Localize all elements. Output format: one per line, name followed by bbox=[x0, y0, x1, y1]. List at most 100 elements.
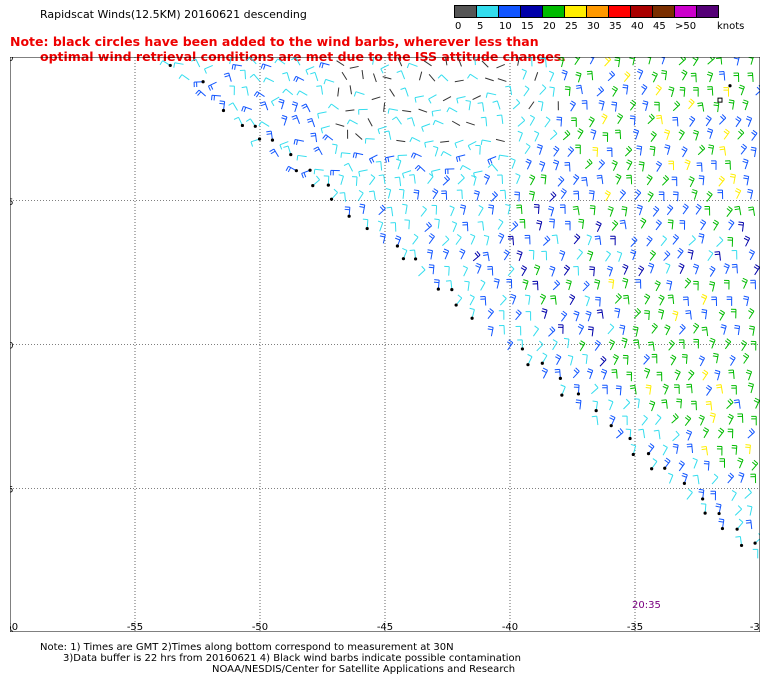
barb-shaft bbox=[503, 252, 510, 261]
barb-flag bbox=[750, 428, 755, 433]
wind-barb bbox=[395, 235, 402, 248]
barb-flag bbox=[517, 250, 523, 253]
barb-flag bbox=[624, 73, 629, 78]
barb-flag bbox=[664, 252, 669, 257]
barb-shaft bbox=[723, 71, 726, 81]
wind-barb bbox=[409, 249, 418, 261]
barb-shaft bbox=[462, 165, 471, 171]
wind-barb bbox=[633, 307, 641, 319]
barb-shaft bbox=[264, 101, 269, 111]
barb-shaft bbox=[709, 268, 716, 277]
barb-flag bbox=[427, 221, 432, 227]
barb-flag bbox=[674, 371, 680, 375]
barb-flag bbox=[614, 307, 620, 310]
wind-barb bbox=[698, 355, 706, 367]
wind-barb bbox=[695, 203, 702, 215]
barb-flag bbox=[195, 89, 200, 95]
wind-barb bbox=[641, 84, 648, 95]
barb-shaft bbox=[499, 235, 505, 244]
barb-shaft bbox=[691, 443, 694, 453]
wind-barb bbox=[581, 100, 588, 110]
wind-barb bbox=[231, 63, 242, 70]
barb-shaft bbox=[468, 141, 477, 147]
barb-flag bbox=[751, 131, 756, 136]
barb-flag bbox=[662, 444, 668, 448]
barb-flag bbox=[630, 443, 636, 447]
wind-barb bbox=[728, 99, 735, 110]
barb-flag bbox=[487, 163, 493, 168]
wind-barb bbox=[499, 294, 507, 306]
barb-flag bbox=[422, 205, 427, 210]
wind-barb bbox=[633, 339, 640, 349]
barb-flag bbox=[458, 156, 461, 162]
wind-barb bbox=[498, 154, 509, 161]
wind-barb bbox=[355, 133, 363, 140]
wind-barb bbox=[402, 170, 412, 179]
wind-barb bbox=[740, 143, 748, 155]
barb-flag bbox=[749, 325, 755, 328]
wind-barb bbox=[444, 265, 450, 276]
barb-flag bbox=[592, 400, 598, 403]
barb-flag bbox=[473, 172, 476, 178]
wind-barb bbox=[487, 325, 494, 337]
barb-shaft bbox=[512, 295, 517, 305]
barb-shaft bbox=[451, 120, 461, 127]
barb-shaft bbox=[286, 72, 291, 82]
barb-shaft bbox=[523, 88, 530, 97]
barb-flag bbox=[596, 221, 602, 225]
axis-ticks: -60-55-50-45-40-35-304035302520 bbox=[10, 57, 760, 632]
barb-shaft bbox=[499, 154, 509, 158]
wind-barb bbox=[379, 232, 386, 244]
wind-barb bbox=[755, 85, 760, 96]
barb-shaft bbox=[750, 384, 754, 394]
barb-flag bbox=[523, 279, 529, 282]
wind-barb bbox=[661, 70, 668, 81]
wind-barb bbox=[699, 219, 707, 231]
barb-flag bbox=[596, 339, 601, 344]
wind-barb bbox=[506, 339, 514, 351]
wind-barb bbox=[681, 69, 688, 81]
wind-barb bbox=[629, 57, 636, 66]
wind-barb bbox=[636, 204, 643, 216]
barb-shaft bbox=[395, 116, 402, 125]
wind-barb bbox=[711, 473, 719, 485]
barb-shaft bbox=[740, 474, 745, 483]
wind-barb bbox=[455, 233, 462, 245]
wind-barb bbox=[743, 352, 750, 364]
wind-barb bbox=[534, 72, 539, 81]
barb-flag bbox=[698, 357, 704, 361]
wind-barb bbox=[572, 367, 580, 379]
wind-barb bbox=[725, 160, 731, 170]
wind-barb bbox=[510, 157, 516, 169]
barb-shaft bbox=[501, 114, 504, 124]
barb-shaft bbox=[397, 160, 402, 170]
wind-barb bbox=[341, 71, 348, 81]
barb-flag bbox=[233, 116, 239, 120]
wind-barb bbox=[505, 85, 513, 96]
barb-flag bbox=[431, 111, 434, 117]
barb-flag bbox=[259, 101, 265, 104]
barb-shaft bbox=[589, 57, 595, 65]
barb-flag bbox=[255, 92, 260, 98]
barb-flag bbox=[534, 325, 539, 330]
wind-barb bbox=[536, 144, 543, 155]
barb-flag bbox=[688, 100, 693, 105]
barb-shaft bbox=[752, 326, 755, 336]
wind-barb bbox=[398, 188, 405, 199]
barb-flag bbox=[748, 327, 755, 330]
barb-flag bbox=[706, 193, 712, 197]
barb-flag bbox=[690, 98, 695, 103]
barb-flag bbox=[410, 152, 414, 158]
barb-shaft bbox=[732, 100, 735, 110]
wind-barb bbox=[709, 412, 716, 424]
barb-shaft bbox=[413, 152, 422, 157]
wind-barb bbox=[665, 262, 671, 274]
wind-barb bbox=[744, 488, 752, 499]
wind-barb bbox=[397, 57, 403, 67]
wind-barb bbox=[706, 191, 713, 202]
barb-shaft bbox=[515, 312, 522, 321]
wind-barb bbox=[517, 339, 525, 351]
barb-shaft bbox=[747, 431, 755, 439]
contamination-dot bbox=[201, 80, 205, 84]
wind-barb bbox=[431, 109, 442, 117]
